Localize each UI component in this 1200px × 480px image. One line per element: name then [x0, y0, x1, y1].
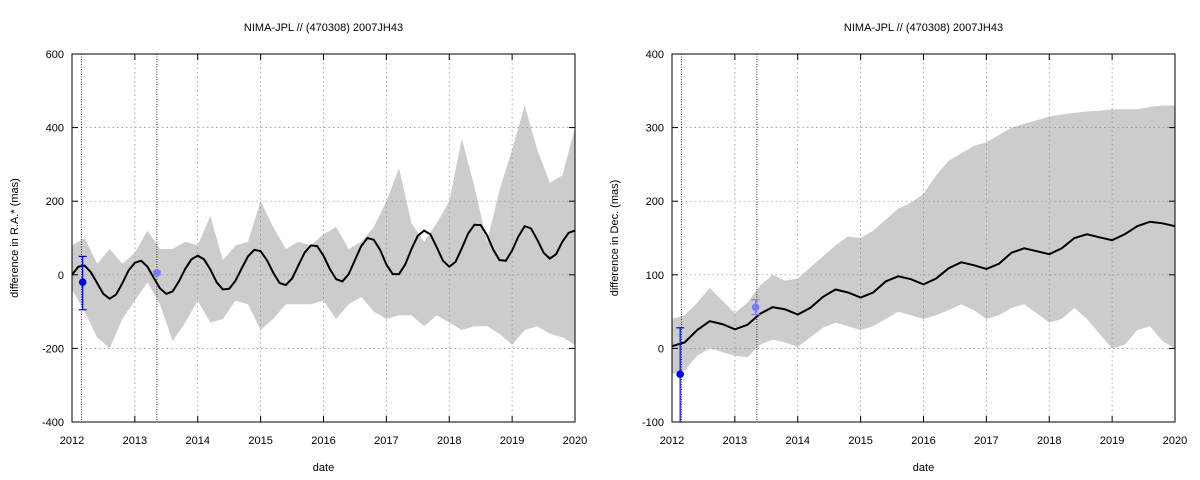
- x-tick-label: 2015: [248, 435, 272, 447]
- chart-title: NIMA-JPL // (470308) 2007JH43: [244, 22, 403, 34]
- x-tick-label: 2013: [723, 435, 747, 447]
- y-tick-label: 200: [646, 196, 664, 208]
- chart-title: NIMA-JPL // (470308) 2007JH43: [844, 22, 1003, 34]
- x-tick-label: 2012: [60, 435, 84, 447]
- x-tick-label: 2017: [974, 435, 998, 447]
- uncertainty-band: [72, 105, 575, 349]
- data-point: [751, 303, 760, 311]
- x-tick-label: 2017: [374, 435, 398, 447]
- x-tick-label: 2018: [1037, 435, 1061, 447]
- y-tick-label: -400: [42, 417, 64, 429]
- x-tick-label: 2018: [437, 435, 461, 447]
- data-point: [78, 278, 87, 286]
- y-tick-label: 600: [46, 49, 64, 61]
- y-tick-label: -200: [42, 343, 64, 355]
- x-axis-label: date: [913, 462, 934, 474]
- x-tick-label: 2020: [1163, 435, 1187, 447]
- difference-curve: [671, 220, 1176, 348]
- y-tick-label: 200: [46, 196, 64, 208]
- x-axis-label: date: [313, 462, 334, 474]
- data-point: [676, 370, 684, 378]
- data-point: [153, 269, 161, 277]
- y-axis-label: difference in Dec. (mas): [609, 180, 621, 297]
- x-tick-label: 2015: [848, 435, 872, 447]
- y-tick-label: 300: [646, 123, 664, 135]
- x-tick-label: 2016: [311, 435, 335, 447]
- y-tick-label: 0: [658, 343, 664, 355]
- y-tick-label: 0: [58, 270, 64, 282]
- x-tick-label: 2014: [186, 435, 210, 447]
- x-tick-label: 2016: [911, 435, 935, 447]
- x-tick-label: 2014: [786, 435, 810, 447]
- y-tick-label: -100: [642, 417, 664, 429]
- y-tick-label: 100: [646, 270, 664, 282]
- x-tick-label: 2012: [660, 435, 684, 447]
- x-tick-label: 2019: [500, 435, 524, 447]
- x-tick-label: 2019: [1100, 435, 1124, 447]
- y-tick-label: 400: [646, 49, 664, 61]
- dec-chart: -100 0 100 200 300 400 2012 2013 2014 2015 2016 201…: [609, 22, 1187, 474]
- difference-curve: [71, 223, 576, 300]
- y-axis-label: difference in R.A.* (mas): [9, 178, 21, 298]
- y-tick-label: 400: [46, 123, 64, 135]
- ra-chart: -400 -200 0 200 400 600 2012 2013 2014 2015 2016 20…: [9, 22, 587, 474]
- x-tick-label: 2020: [563, 435, 587, 447]
- x-tick-label: 2013: [123, 435, 147, 447]
